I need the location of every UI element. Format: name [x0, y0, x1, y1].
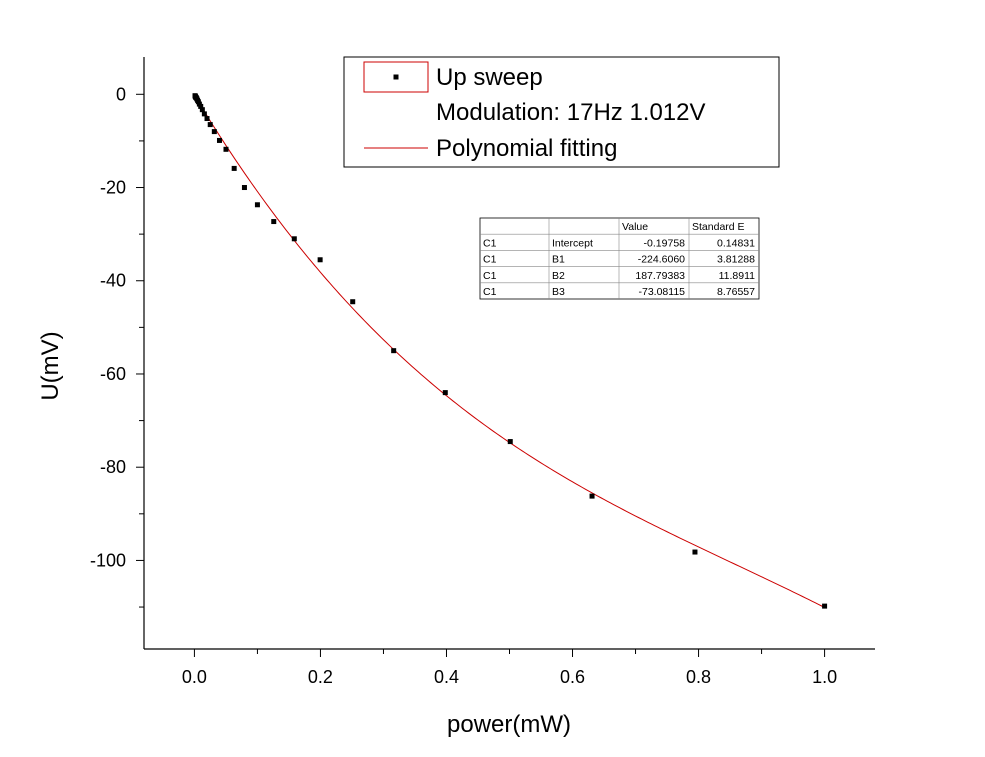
y-tick-label: -100 [90, 550, 126, 570]
legend-entry-polynomial-fitting: Polynomial fitting [436, 135, 617, 162]
data-point [223, 146, 229, 152]
table-cell: B3 [552, 286, 565, 298]
table-cell: -0.19758 [644, 237, 686, 249]
data-point [201, 111, 207, 117]
legend-entry-up-sweep: Up sweep [436, 64, 543, 91]
x-tick-label: 0.0 [182, 667, 207, 687]
data-point [204, 116, 210, 122]
data-point [241, 185, 247, 191]
table-cell: 0.14831 [717, 237, 755, 249]
data-point [507, 439, 513, 445]
table-cell: B1 [552, 254, 565, 266]
y-tick-label: -80 [100, 457, 126, 477]
data-point [391, 348, 397, 354]
legend-entry-modulation: Modulation: 17Hz 1.012V [436, 99, 706, 126]
scatter-points [192, 93, 828, 609]
data-point [271, 219, 277, 225]
table-cell: 11.8911 [719, 270, 756, 282]
table-cell: -224.6060 [638, 254, 685, 266]
data-point [350, 299, 356, 305]
x-tick-label: 0.8 [686, 667, 711, 687]
table-cell: 3.81288 [717, 254, 755, 266]
data-point [317, 257, 323, 263]
legend-marker-frame [363, 61, 429, 93]
table-cell: 187.79383 [635, 270, 685, 282]
data-point [207, 122, 213, 128]
table-cell: Intercept [552, 237, 593, 249]
y-tick-label: -20 [100, 178, 126, 198]
data-point [692, 549, 698, 555]
y-tick-label: -60 [100, 364, 126, 384]
table-cell: B2 [552, 270, 565, 282]
data-point [291, 236, 297, 242]
y-tick-label: 0 [116, 84, 126, 104]
ticks: 0.0 0.2 0.4 0.6 0.8 1.0 0 -20 -40 -60 -80 -100 [90, 84, 837, 687]
data-point [211, 129, 217, 135]
data-point [254, 202, 260, 208]
y-tick-label: -40 [100, 271, 126, 291]
legend-marker-up-sweep [393, 74, 399, 80]
table-header-cell: Value [622, 221, 648, 233]
table-cell: C1 [483, 270, 497, 282]
table-cell: C1 [483, 286, 497, 298]
data-point [442, 390, 448, 396]
table-header-cell: Standard E [692, 221, 745, 233]
data-point [822, 603, 828, 609]
data-point [199, 107, 205, 113]
fit-line-layer [193, 94, 825, 608]
table-cell: -73.08115 [638, 286, 685, 298]
table-frame [479, 217, 760, 300]
table-cell: 8.76557 [717, 286, 755, 298]
table-cell: C1 [483, 237, 497, 249]
legend-frame [343, 56, 780, 168]
legend: Up sweep Modulation: 17Hz 1.012V Polynom… [343, 56, 780, 168]
polynomial-fit-line [193, 94, 825, 608]
x-tick-label: 0.4 [434, 667, 459, 687]
x-tick-label: 0.2 [308, 667, 333, 687]
x-tick-label: 1.0 [812, 667, 837, 687]
data-point [216, 137, 222, 143]
table-cell: C1 [483, 254, 497, 266]
data-point [589, 493, 595, 499]
data-point [198, 103, 204, 109]
y-axis-title: U(mV) [37, 331, 64, 400]
fit-parameter-table: Value Standard E C1 Intercept -0.19758 0.1483… [479, 217, 760, 300]
x-axis-title: power(mW) [447, 711, 571, 738]
x-tick-label: 0.6 [560, 667, 585, 687]
data-point [231, 165, 237, 171]
